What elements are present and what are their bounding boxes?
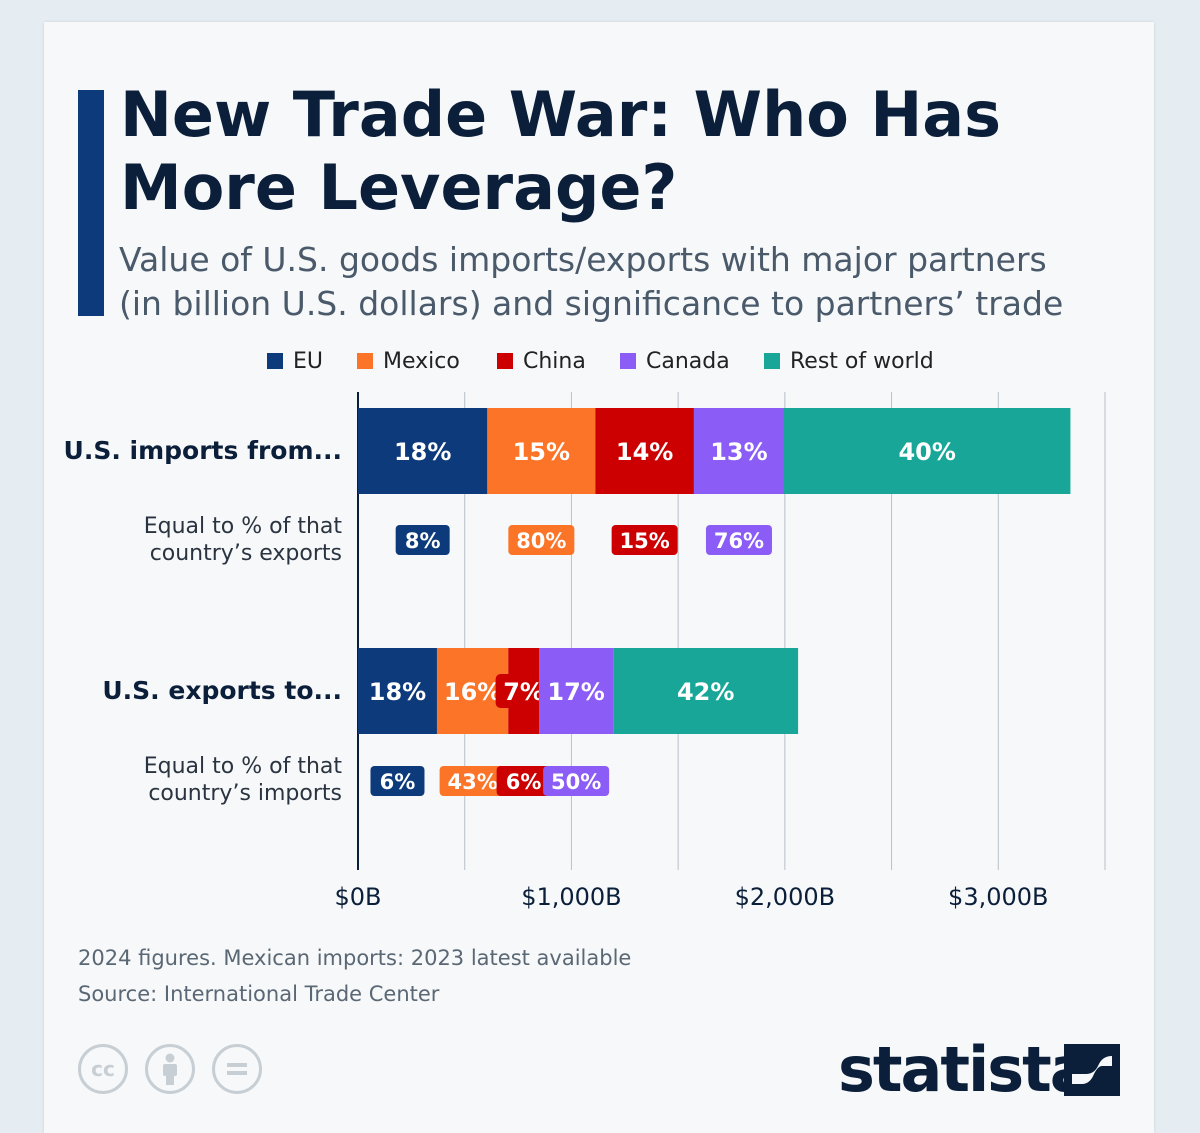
x-tick-label: $1,000B — [521, 883, 621, 911]
legend-item-mexico: Mexico — [357, 350, 460, 374]
legend-swatch-eu — [267, 352, 283, 369]
partner-share-pill — [370, 766, 425, 796]
partner-share-label: 76% — [714, 529, 764, 553]
bar-value-label: 18% — [369, 678, 426, 706]
partner-share-pill — [543, 766, 610, 796]
x-tick-label: $0B — [334, 883, 381, 911]
partner-share-pill — [508, 525, 575, 555]
legend-swatch-rest-of-world — [764, 352, 780, 369]
footnote: 2024 figures. Mexican imports: 2023 late… — [78, 946, 632, 970]
stacked-bar-chart: $0B $1,000B $2,000B $3,000B 18% 8% 15% 80% 14% 15… — [334, 392, 1106, 911]
bar-segment — [595, 408, 694, 494]
x-tick-label: $2,000B — [735, 883, 835, 911]
legend-item-rest-of-world: Rest of world — [764, 350, 934, 374]
source-note: Source: International Trade Center — [78, 982, 440, 1006]
partner-share-label: 50% — [551, 770, 601, 794]
exports-sub-label-line-2: country’s imports — [148, 781, 342, 806]
bar-value-label: 42% — [677, 678, 734, 706]
imports-sub-label: Equal to % of that country’s exports — [144, 513, 342, 567]
no-derivatives-icon[interactable] — [212, 1044, 262, 1094]
legend-label-eu: EU — [293, 349, 324, 374]
bar-segment — [693, 408, 785, 494]
bar-value-badge — [495, 674, 552, 708]
bar-value-label: 13% — [710, 438, 767, 466]
legend-item-china: China — [497, 350, 586, 374]
partner-share-label: 15% — [620, 529, 670, 553]
bar-value-label: 7% — [503, 678, 544, 706]
imports-row-label: U.S. imports from... — [63, 436, 342, 465]
legend-item-eu: EU — [267, 350, 323, 374]
statista-logo-icon[interactable] — [1064, 1044, 1120, 1096]
legend-swatch-canada — [620, 352, 636, 369]
infographic-card — [44, 22, 1154, 1133]
partner-share-label: 8% — [405, 529, 441, 553]
bar-segment — [487, 408, 596, 494]
statista-logo-text[interactable]: statista — [838, 1033, 1092, 1106]
partner-share-pill — [496, 766, 551, 796]
bar-segment — [784, 408, 1071, 494]
exports-sub-label-line-1: Equal to % of that — [143, 754, 342, 779]
imports-sub-label-line-2: country’s exports — [149, 541, 342, 566]
legend-item-canada: Canada — [620, 350, 730, 374]
attribution-icon[interactable] — [145, 1044, 195, 1094]
partner-share-label: 80% — [516, 529, 566, 553]
partner-share-pill — [439, 766, 506, 796]
legend-label-rest-of-world: Rest of world — [790, 349, 934, 374]
title-accent-bar — [78, 90, 104, 316]
legend: EU Mexico China Canada Rest of world — [0, 350, 1200, 374]
bar-value-label: 18% — [394, 438, 451, 466]
partner-share-label: 6% — [380, 770, 416, 794]
chart-subtitle: Value of U.S. goods imports/exports with… — [119, 238, 1119, 326]
bar-value-label: 14% — [616, 438, 673, 466]
bar-segment — [358, 408, 488, 494]
legend-label-canada: Canada — [646, 349, 730, 374]
bar-value-label: 40% — [898, 438, 955, 466]
chart-title: New Trade War: Who Has More Leverage? — [120, 78, 1002, 224]
legend-swatch-china — [497, 352, 513, 369]
cc-icon[interactable]: cc — [78, 1044, 128, 1094]
legend-label-china: China — [523, 349, 586, 374]
partner-share-label: 43% — [447, 770, 497, 794]
partner-share-label: 6% — [506, 770, 542, 794]
legend-swatch-mexico — [357, 352, 373, 369]
subtitle-line-1: Value of U.S. goods imports/exports with… — [119, 240, 1047, 279]
partner-share-pill — [395, 525, 450, 555]
exports-sub-label: Equal to % of that country’s imports — [144, 753, 342, 807]
bar-value-label: 15% — [513, 438, 570, 466]
subtitle-line-2: (in billion U.S. dollars) and significan… — [119, 284, 1064, 323]
partner-share-pill — [705, 525, 772, 555]
bar-value-label: 17% — [547, 678, 604, 706]
exports-row-label: U.S. exports to... — [102, 676, 342, 705]
bar-segment — [538, 648, 614, 734]
legend-label-mexico: Mexico — [383, 349, 460, 374]
bar-segment — [613, 648, 799, 734]
x-tick-label: $3,000B — [948, 883, 1048, 911]
partner-share-pill — [611, 525, 678, 555]
imports-sub-label-line-1: Equal to % of that — [143, 514, 342, 539]
bar-value-label: 16% — [444, 678, 501, 706]
bar-segment — [358, 648, 437, 734]
